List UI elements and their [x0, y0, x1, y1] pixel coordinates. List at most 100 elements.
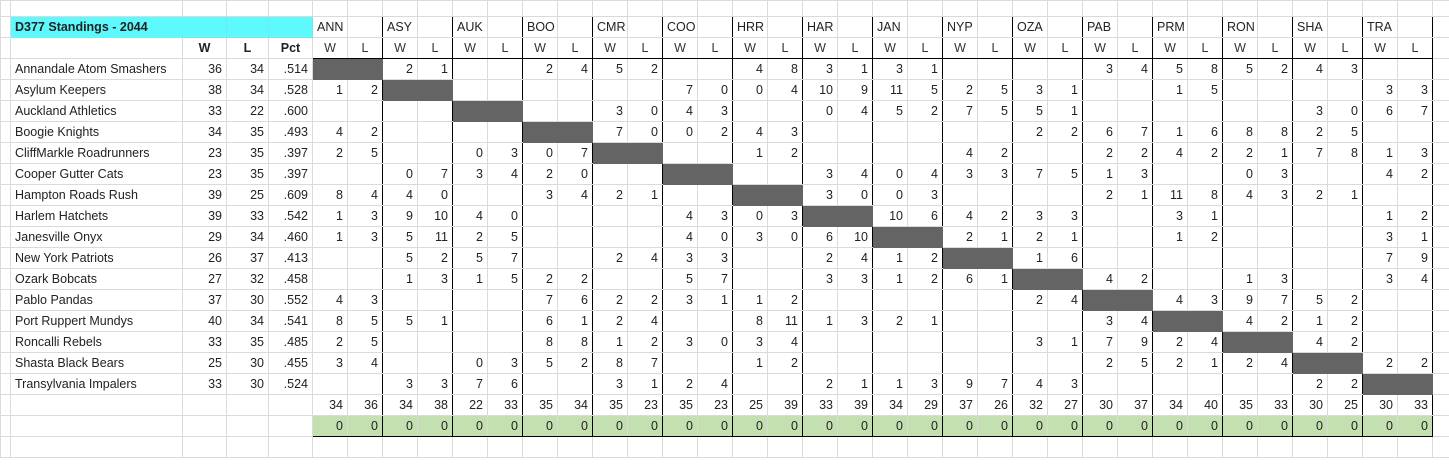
empty-cell[interactable] [767, 268, 803, 290]
check-losses[interactable]: 0 [977, 415, 1013, 437]
empty-cell[interactable] [1362, 0, 1398, 17]
h2h-wins[interactable]: 1 [872, 373, 908, 395]
empty-cell[interactable] [417, 100, 453, 122]
empty-cell[interactable] [452, 331, 488, 353]
empty-cell[interactable] [1432, 436, 1449, 458]
empty-cell[interactable] [0, 331, 11, 353]
empty-cell[interactable] [1152, 373, 1188, 395]
check-losses[interactable]: 0 [627, 415, 663, 437]
h2h-losses[interactable]: 3 [697, 100, 733, 122]
empty-cell[interactable] [1082, 100, 1118, 122]
empty-cell[interactable] [1432, 331, 1449, 353]
empty-cell[interactable] [452, 184, 488, 206]
sub-header-l[interactable]: L [1257, 37, 1293, 59]
team-name[interactable]: Harlem Hatchets [10, 205, 183, 227]
check-wins[interactable]: 0 [872, 415, 908, 437]
team-wins[interactable]: 23 [182, 163, 227, 185]
team-pct[interactable]: .524 [268, 373, 313, 395]
h2h-losses[interactable]: 4 [347, 184, 383, 206]
opponent-header-nyp[interactable]: NYP [942, 16, 978, 38]
empty-cell[interactable] [1432, 79, 1449, 101]
h2h-losses[interactable]: 2 [767, 142, 803, 164]
h2h-losses[interactable]: 5 [1117, 352, 1153, 374]
h2h-wins[interactable]: 5 [522, 352, 558, 374]
sub-header-w[interactable]: W [452, 37, 488, 59]
h2h-losses[interactable]: 2 [1187, 142, 1223, 164]
empty-cell[interactable] [1187, 100, 1223, 122]
h2h-losses[interactable]: 3 [1187, 289, 1223, 311]
self-matchup-cell[interactable] [487, 100, 523, 122]
h2h-wins[interactable]: 5 [1292, 289, 1328, 311]
empty-cell[interactable] [837, 331, 873, 353]
empty-cell[interactable] [312, 373, 348, 395]
h2h-wins[interactable]: 4 [662, 226, 698, 248]
opponent-header-auk[interactable]: AUK [452, 16, 488, 38]
h2h-losses[interactable]: 3 [837, 268, 873, 290]
empty-cell[interactable] [10, 0, 183, 17]
opponent-header-fill[interactable] [907, 16, 943, 38]
check-losses[interactable]: 0 [1397, 415, 1433, 437]
h2h-losses[interactable]: 0 [697, 331, 733, 353]
empty-cell[interactable] [1152, 0, 1188, 17]
total-losses[interactable]: 29 [907, 394, 943, 416]
h2h-losses[interactable]: 1 [837, 373, 873, 395]
h2h-wins[interactable]: 3 [1082, 310, 1118, 332]
h2h-losses[interactable]: 2 [627, 331, 663, 353]
empty-cell[interactable] [487, 79, 523, 101]
check-wins[interactable]: 0 [452, 415, 488, 437]
h2h-losses[interactable]: 2 [977, 142, 1013, 164]
h2h-wins[interactable]: 3 [942, 163, 978, 185]
empty-cell[interactable] [522, 373, 558, 395]
title-fill[interactable] [226, 16, 269, 38]
empty-cell[interactable] [347, 100, 383, 122]
sub-header-w[interactable]: W [1012, 37, 1048, 59]
h2h-wins[interactable]: 3 [1012, 331, 1048, 353]
empty-cell[interactable] [347, 268, 383, 290]
h2h-wins[interactable]: 3 [662, 247, 698, 269]
empty-cell[interactable] [1222, 247, 1258, 269]
h2h-wins[interactable]: 2 [1012, 289, 1048, 311]
h2h-wins[interactable]: 4 [1222, 184, 1258, 206]
total-losses[interactable]: 39 [767, 394, 803, 416]
h2h-losses[interactable]: 3 [1397, 79, 1433, 101]
h2h-losses[interactable]: 1 [1047, 331, 1083, 353]
h2h-losses[interactable]: 2 [1327, 331, 1363, 353]
total-wins[interactable]: 34 [312, 394, 348, 416]
empty-cell[interactable] [0, 79, 11, 101]
empty-cell[interactable] [522, 436, 558, 458]
sub-header-w[interactable]: W [382, 37, 418, 59]
sub-header-w[interactable]: W [872, 37, 908, 59]
h2h-losses[interactable]: 3 [837, 310, 873, 332]
empty-cell[interactable] [907, 121, 943, 143]
empty-cell[interactable] [1432, 37, 1449, 59]
empty-cell[interactable] [872, 289, 908, 311]
h2h-wins[interactable]: 4 [662, 100, 698, 122]
h2h-losses[interactable]: 3 [487, 142, 523, 164]
empty-cell[interactable] [312, 268, 348, 290]
team-wins[interactable]: 33 [182, 100, 227, 122]
sub-header-l[interactable]: L [1117, 37, 1153, 59]
h2h-wins[interactable]: 5 [452, 247, 488, 269]
h2h-wins[interactable]: 5 [1222, 58, 1258, 80]
h2h-losses[interactable]: 2 [1327, 289, 1363, 311]
h2h-losses[interactable]: 4 [1257, 352, 1293, 374]
empty-cell[interactable] [697, 0, 733, 17]
empty-cell[interactable] [1117, 79, 1153, 101]
h2h-losses[interactable]: 4 [837, 100, 873, 122]
empty-cell[interactable] [382, 436, 418, 458]
opponent-header-tra[interactable]: TRA [1362, 16, 1398, 38]
self-matchup-cell[interactable] [732, 184, 768, 206]
h2h-wins[interactable]: 0 [872, 184, 908, 206]
empty-cell[interactable] [10, 394, 183, 416]
team-name[interactable]: Janesville Onyx [10, 226, 183, 248]
h2h-losses[interactable]: 3 [1257, 268, 1293, 290]
h2h-wins[interactable]: 2 [522, 163, 558, 185]
sub-header-l[interactable]: L [627, 37, 663, 59]
total-wins[interactable]: 25 [732, 394, 768, 416]
total-wins[interactable]: 35 [522, 394, 558, 416]
empty-cell[interactable] [522, 0, 558, 17]
team-losses[interactable]: 22 [226, 100, 269, 122]
h2h-losses[interactable]: 5 [977, 100, 1013, 122]
opponent-header-fill[interactable] [417, 16, 453, 38]
empty-cell[interactable] [627, 226, 663, 248]
